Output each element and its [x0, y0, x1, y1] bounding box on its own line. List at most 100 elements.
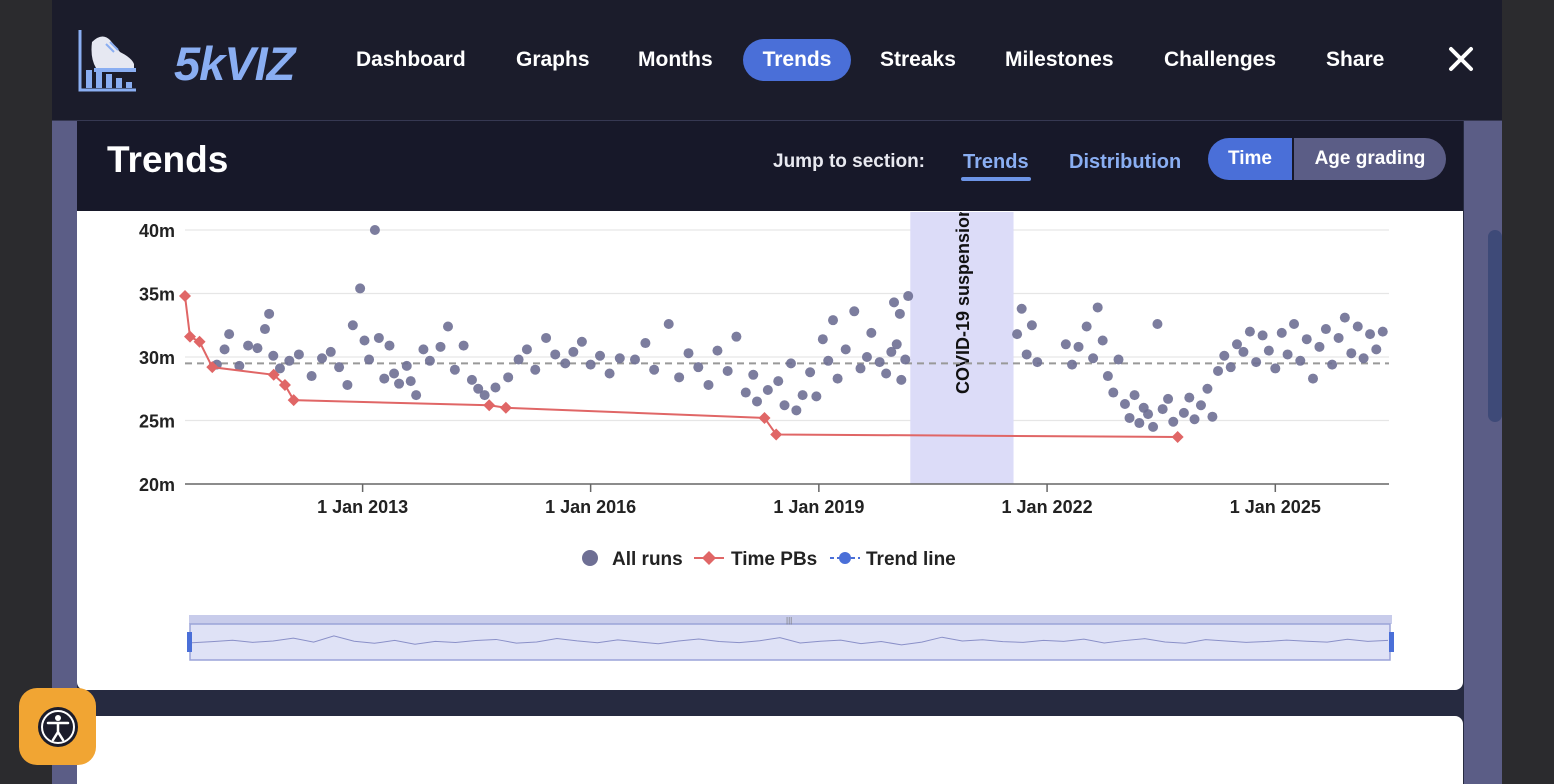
run-point	[458, 340, 469, 351]
legend-trend-marker	[839, 552, 851, 564]
navigator-selection[interactable]	[189, 623, 1391, 661]
navigator-right-handle[interactable]	[1389, 632, 1394, 652]
run-point	[1207, 411, 1218, 422]
run-point	[347, 320, 358, 331]
run-point	[683, 348, 694, 359]
run-point	[503, 372, 514, 383]
time-pb-line	[184, 295, 1178, 439]
run-point	[373, 332, 384, 343]
run-point	[712, 345, 723, 356]
run-point	[1320, 324, 1331, 335]
nav-months[interactable]: Months	[638, 48, 713, 71]
covid-band-label: COVID-19 suspension	[953, 212, 973, 394]
covid-suspension-band	[910, 212, 1014, 484]
nav-trends[interactable]: Trends	[743, 39, 851, 81]
nav-milestones[interactable]: Milestones	[1005, 48, 1114, 71]
nav-graphs[interactable]: Graphs	[516, 48, 590, 71]
run-point	[1289, 318, 1300, 329]
legend-item-time-pbs[interactable]: Time PBs	[694, 549, 817, 570]
run-point	[268, 350, 279, 361]
run-point	[1189, 414, 1200, 425]
nav-dashboard[interactable]: Dashboard	[356, 48, 466, 71]
run-point	[1148, 421, 1159, 432]
run-point	[779, 400, 790, 411]
toggle-age-grading[interactable]: Age grading	[1294, 138, 1446, 180]
run-point	[1143, 409, 1154, 420]
active-link-underline	[961, 177, 1031, 181]
run-point	[762, 385, 773, 396]
navigator-scrollbar[interactable]	[189, 615, 1392, 624]
run-point	[1282, 349, 1293, 360]
pb-marker	[267, 368, 280, 381]
run-point	[317, 353, 328, 364]
run-point	[325, 346, 336, 357]
all-runs-points	[211, 225, 1388, 432]
run-point	[576, 336, 587, 347]
navigator-grip-icon: |||	[786, 616, 792, 625]
jump-link-distribution[interactable]: Distribution	[1069, 151, 1182, 173]
nav-share[interactable]: Share	[1326, 48, 1385, 71]
y-tick-label: 25m	[139, 412, 175, 432]
run-point	[894, 308, 905, 319]
navigator-left-handle[interactable]	[187, 632, 192, 652]
nav-challenges[interactable]: Challenges	[1164, 48, 1277, 71]
pb-marker	[770, 428, 783, 441]
run-point	[614, 353, 625, 364]
legend-all-runs-marker	[582, 550, 598, 566]
run-point	[889, 297, 900, 308]
run-point	[640, 338, 651, 349]
range-navigator[interactable]: |||	[187, 615, 1394, 661]
jump-link-trends[interactable]: Trends	[963, 151, 1029, 173]
run-point	[740, 387, 751, 398]
run-point	[449, 364, 460, 375]
pb-marker	[287, 394, 300, 407]
run-point	[405, 376, 416, 387]
run-point	[663, 318, 674, 329]
scrollbar-track[interactable]	[1464, 121, 1502, 784]
run-point	[1168, 416, 1179, 427]
run-point	[1231, 339, 1242, 350]
pb-marker	[278, 378, 291, 391]
run-point	[1157, 404, 1168, 415]
run-point	[1067, 359, 1078, 370]
run-point	[521, 344, 532, 355]
pb-marker	[206, 361, 219, 374]
brand-name: 5kVIZ	[174, 37, 295, 90]
run-point	[264, 308, 275, 319]
run-point	[849, 306, 860, 317]
brand-logo[interactable]: 5kVIZ	[76, 28, 295, 92]
pb-marker	[758, 411, 771, 424]
run-point	[252, 343, 263, 354]
run-point	[1073, 341, 1084, 352]
trends-card: Trends Jump to section: Trends Distribut…	[77, 121, 1463, 690]
run-point	[1088, 353, 1099, 364]
run-point	[828, 315, 839, 326]
legend-item-all-runs[interactable]: All runs	[582, 549, 683, 570]
y-tick-label: 20m	[139, 475, 175, 495]
run-point	[693, 362, 704, 373]
scrollbar-thumb[interactable]	[1488, 230, 1502, 422]
run-point	[1092, 302, 1103, 313]
legend-item-trend-line[interactable]: Trend line	[830, 549, 956, 570]
run-point	[1178, 407, 1189, 418]
pb-marker	[499, 401, 512, 414]
run-point	[1263, 345, 1274, 356]
toggle-time[interactable]: Time	[1208, 138, 1292, 180]
accessibility-button[interactable]	[19, 688, 96, 765]
run-point	[1213, 365, 1224, 376]
run-point	[703, 379, 714, 390]
run-point	[1108, 387, 1119, 398]
run-point	[1251, 357, 1262, 368]
run-point	[585, 359, 596, 370]
close-icon[interactable]	[1446, 44, 1476, 74]
x-tick-label: 1 Jan 2019	[773, 497, 864, 517]
run-point	[1346, 348, 1357, 359]
run-point	[473, 383, 484, 394]
run-point	[1113, 354, 1124, 365]
run-point	[674, 372, 685, 383]
run-point	[891, 339, 902, 350]
run-point	[284, 355, 295, 366]
run-point	[530, 364, 541, 375]
run-point	[490, 382, 501, 393]
nav-streaks[interactable]: Streaks	[880, 48, 956, 71]
